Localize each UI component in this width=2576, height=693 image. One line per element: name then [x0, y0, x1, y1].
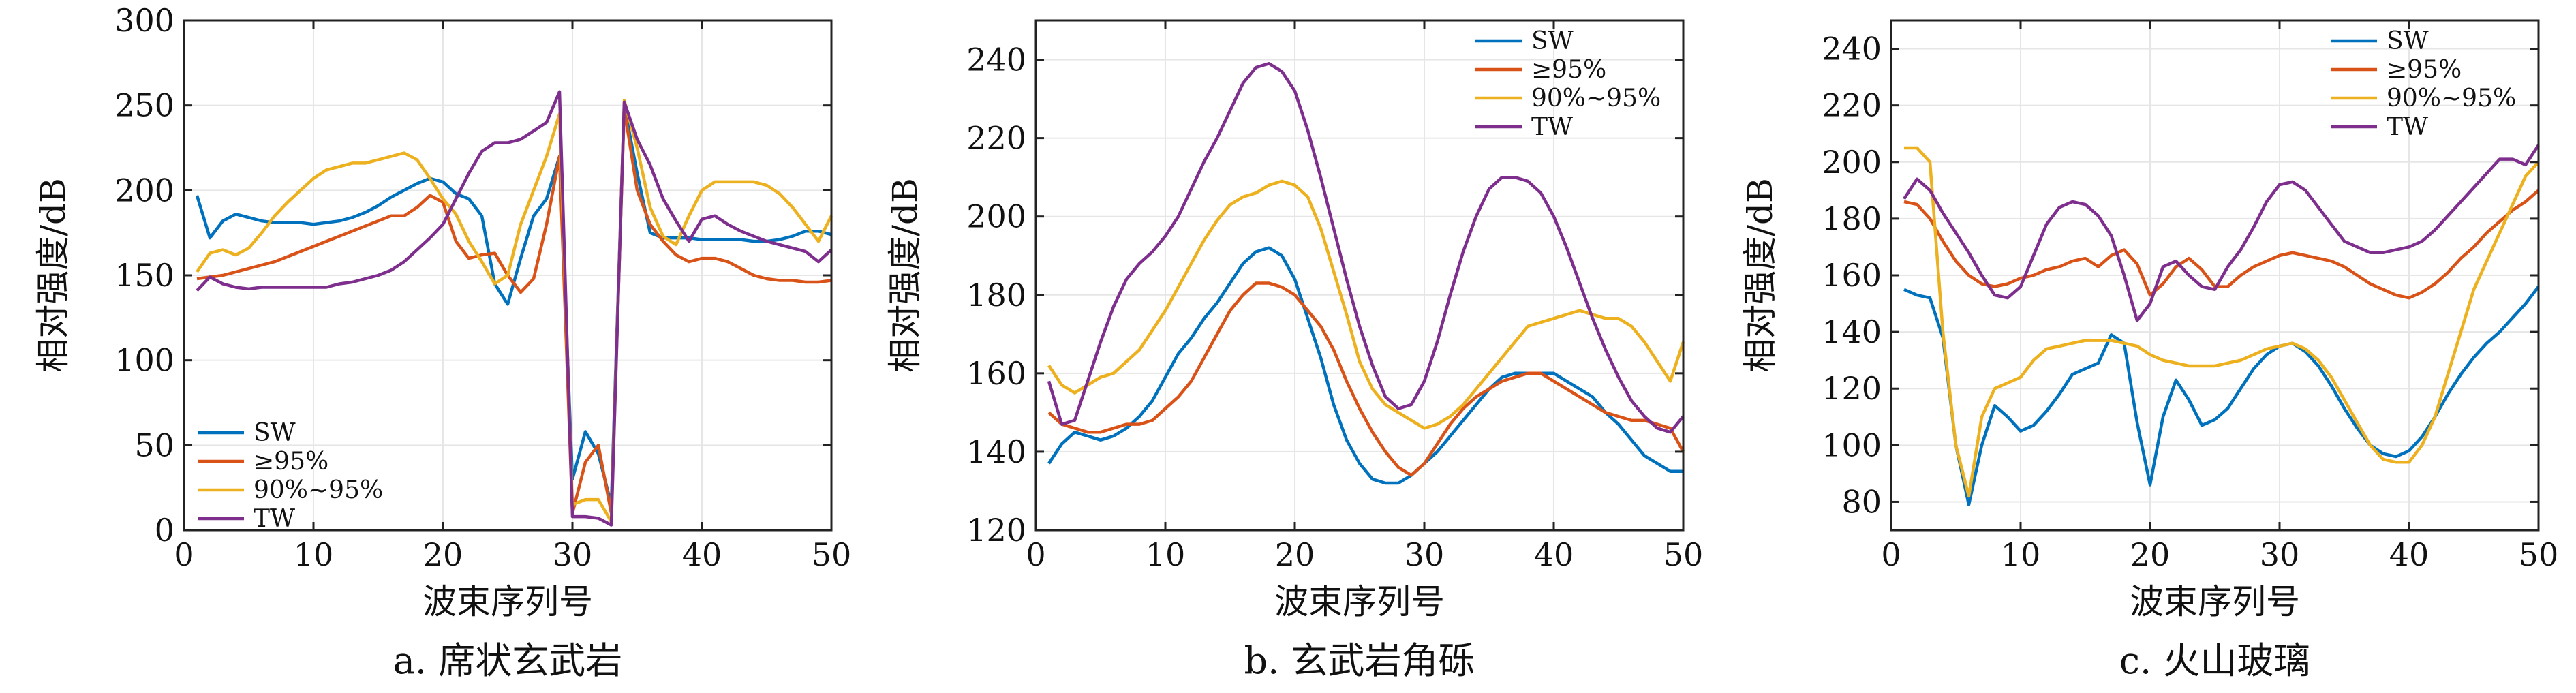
y-tick-label: 180	[966, 277, 1026, 313]
x-tick-label: 20	[1275, 536, 1315, 573]
y-tick-label: 200	[1822, 144, 1882, 181]
x-axis-title: 波束序列号	[423, 582, 593, 621]
y-tick-label: 100	[1822, 427, 1882, 463]
y-tick-label: 160	[1822, 257, 1882, 294]
y-tick-label: 240	[966, 42, 1026, 78]
x-axis-title: 波束序列号	[1274, 582, 1445, 621]
series-line-TW	[1903, 144, 2540, 322]
legend-label: SW	[1531, 27, 1574, 55]
x-tick-label: 30	[1405, 536, 1445, 573]
x-tick-label: 50	[1663, 536, 1704, 573]
chart-panel-b: 0 10 20 30 40 50 120 140 160 180 200 220 240 波束序列号 相对强…	[885, 19, 1704, 682]
chart-panel-a: 0 10 20 30 40 50 0 50 100 150 200 250 300 波束序列号 相对强度/d…	[33, 2, 851, 682]
series-line-TW	[1047, 62, 1685, 434]
series-line-r90_95	[1047, 179, 1685, 430]
legend-label: SW	[254, 419, 296, 447]
legend-label: SW	[2387, 27, 2429, 55]
x-tick-label: 0	[1881, 536, 1901, 573]
x-tick-label: 20	[2130, 536, 2171, 573]
y-tick-label: 300	[114, 2, 174, 39]
legend-label: ≥95%	[2387, 56, 2462, 84]
series-line-r90_95	[196, 98, 833, 523]
x-tick-label: 40	[682, 536, 722, 573]
y-tick-label: 180	[1822, 200, 1882, 237]
y-tick-label: 240	[1822, 31, 1882, 67]
series-line-ge95	[196, 107, 832, 515]
y-tick-label: 250	[114, 87, 174, 124]
panel-caption: a. 席状玄武岩	[393, 639, 623, 682]
plot-frame	[1034, 19, 1685, 532]
y-tick-label: 140	[1822, 313, 1882, 350]
y-tick-label: 220	[1822, 87, 1882, 124]
x-tick-label: 30	[2260, 536, 2300, 573]
y-tick-label: 140	[966, 433, 1026, 470]
panel-caption: c. 火山玻璃	[2119, 639, 2311, 682]
legend-label: TW	[254, 505, 295, 533]
x-tick-label: 50	[812, 536, 852, 573]
y-axis-title: 相对强度/dB	[1741, 178, 1780, 373]
series-line-TW	[196, 90, 833, 527]
legend-label: 90%~95%	[254, 476, 383, 504]
series-line-ge95	[1047, 281, 1685, 477]
y-tick-label: 150	[114, 257, 174, 294]
series-line-SW	[1903, 286, 2540, 506]
legend-label: TW	[1531, 113, 1573, 141]
y-tick-label: 50	[134, 427, 174, 463]
y-tick-label: 0	[155, 512, 174, 549]
y-tick-label: 120	[966, 512, 1026, 549]
x-tick-label: 0	[1026, 536, 1045, 573]
legend-label: ≥95%	[254, 448, 328, 476]
panel-caption: b. 玄武岩角砾	[1244, 639, 1475, 682]
legend-label: TW	[2387, 113, 2428, 141]
legend-label: 90%~95%	[2387, 84, 2516, 112]
series-line-ge95	[1903, 189, 2540, 300]
y-tick-label: 200	[966, 198, 1026, 235]
y-axis-title: 相对强度/dB	[885, 178, 925, 373]
legend-label: 90%~95%	[1531, 84, 1661, 112]
chart-panel-c: 0 10 20 30 40 50 80 100 120 140 160 180 200 220 240 波束序…	[1741, 19, 2559, 682]
series-line-r90_95	[1904, 146, 2540, 498]
x-tick-label: 40	[2389, 536, 2429, 573]
x-tick-label: 10	[2001, 536, 2041, 573]
y-tick-label: 220	[966, 120, 1026, 157]
x-tick-label: 10	[1146, 536, 1186, 573]
x-tick-label: 0	[174, 536, 194, 573]
x-axis-title: 波束序列号	[2130, 582, 2300, 621]
x-tick-label: 40	[1534, 536, 1574, 573]
series-line-SW	[1047, 246, 1683, 485]
y-axis-title: 相对强度/dB	[33, 178, 73, 373]
x-tick-label: 30	[553, 536, 593, 573]
x-tick-label: 20	[423, 536, 463, 573]
legend-label: ≥95%	[1531, 56, 1606, 84]
y-tick-label: 100	[114, 342, 174, 379]
y-tick-label: 200	[114, 172, 174, 209]
x-tick-label: 10	[294, 536, 334, 573]
y-tick-label: 120	[1822, 370, 1882, 407]
y-tick-label: 160	[966, 355, 1026, 392]
y-tick-label: 80	[1841, 483, 1882, 520]
x-tick-label: 50	[2519, 536, 2559, 573]
